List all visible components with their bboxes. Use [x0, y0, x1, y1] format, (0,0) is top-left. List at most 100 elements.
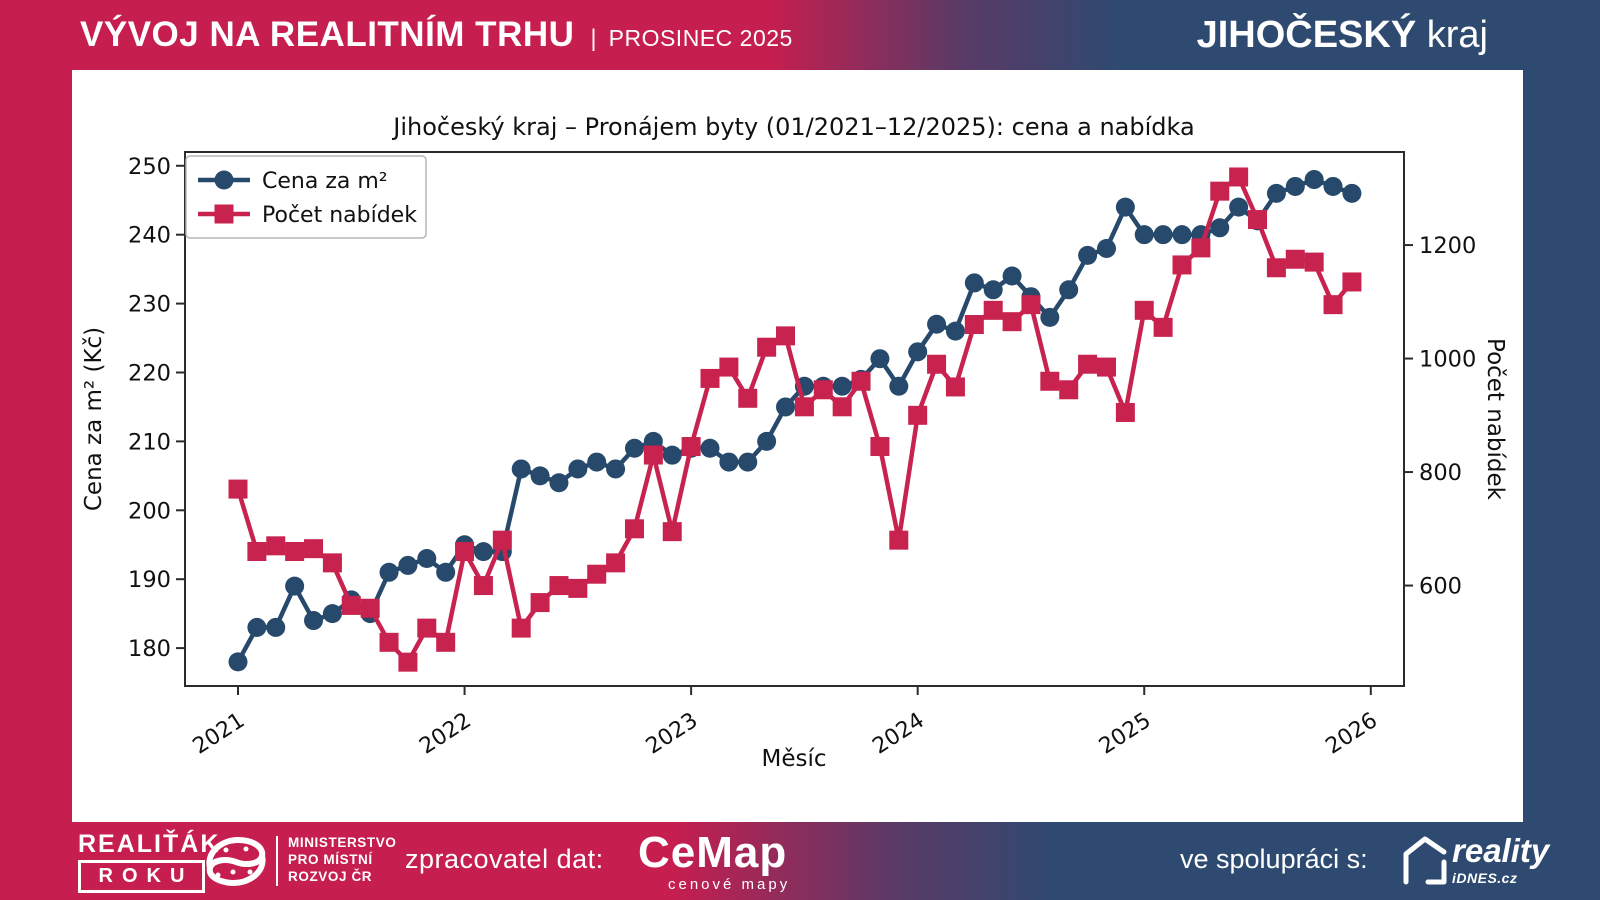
ministry-line1: MINISTERSTVO	[288, 835, 397, 850]
y-left-tick-label: 190	[128, 567, 171, 593]
marker-nabidky	[983, 300, 1003, 320]
marker-nabidky	[757, 337, 777, 357]
marker-nabidky	[266, 536, 286, 556]
marker-nabidky	[832, 397, 852, 417]
marker-nabidky	[1134, 300, 1154, 320]
marker-nabidky	[1285, 249, 1305, 269]
marker-cena	[1323, 176, 1343, 196]
marker-cena	[549, 473, 569, 493]
line-chart: Jihočeský kraj – Pronájem byty (01/2021–…	[81, 113, 1508, 772]
reality-idnes-logo: reality	[1398, 832, 1549, 888]
marker-nabidky	[1342, 272, 1362, 292]
marker-nabidky	[1266, 258, 1286, 278]
x-axis-title: Měsíc	[761, 746, 826, 772]
region-name: JIHOČESKÝ	[1196, 13, 1417, 56]
y-right-tick-label: 1200	[1419, 233, 1476, 259]
marker-nabidky	[1002, 312, 1022, 332]
marker-nabidky	[945, 377, 965, 397]
marker-nabidky	[304, 539, 324, 559]
header-left: VÝVOJ NA REALITNÍM TRHU | PROSINEC 2025	[0, 15, 793, 55]
marker-nabidky	[681, 437, 701, 457]
x-tick-label: 2026	[1321, 708, 1382, 759]
marker-cena	[1229, 197, 1249, 217]
marker-cena	[662, 445, 682, 465]
marker-cena	[568, 459, 588, 479]
marker-cena	[1096, 238, 1116, 258]
marker-nabidky	[624, 519, 644, 539]
chart-line-nabidky	[235, 174, 1355, 665]
marker-nabidky	[436, 632, 456, 652]
roku-badge: ROKU	[78, 860, 205, 893]
marker-cena	[1304, 170, 1324, 190]
marker-cena	[1153, 225, 1173, 245]
y-left-axis-title: Cena za m² (Kč)	[81, 327, 107, 511]
marker-cena	[757, 431, 777, 451]
x-tick-label: 2023	[642, 708, 703, 759]
marker-cena	[511, 459, 531, 479]
marker-cena	[379, 562, 399, 582]
marker-nabidky	[285, 542, 305, 562]
marker-cena	[964, 273, 984, 293]
ministry-line2: PRO MÍSTNÍ	[288, 852, 373, 867]
period-label: PROSINEC 2025	[608, 25, 793, 51]
marker-nabidky	[851, 371, 871, 391]
y-left-tick-label: 250	[128, 154, 171, 180]
legend-label: Cena za m²	[262, 169, 388, 194]
mmr-swirl-icon	[206, 836, 266, 887]
marker-cena	[285, 576, 305, 596]
cemap-logo: CeMap	[638, 828, 788, 877]
y-right-axis-title: Počet nabídek	[1482, 338, 1508, 501]
marker-nabidky	[719, 357, 739, 377]
left-accent-strip	[0, 70, 72, 900]
marker-nabidky	[1172, 255, 1192, 275]
legend-label: Počet nabídek	[262, 203, 417, 228]
marker-nabidky	[1115, 402, 1135, 422]
marker-nabidky	[568, 578, 588, 598]
marker-nabidky	[1096, 357, 1116, 377]
x-tick-label: 2022	[415, 708, 476, 759]
chart-panel: Jihočeský kraj – Pronájem byty (01/2021–…	[72, 70, 1523, 822]
marker-nabidky	[360, 598, 380, 618]
marker-nabidky	[1210, 181, 1230, 201]
chart-title: Jihočeský kraj – Pronájem byty (01/2021–…	[391, 113, 1194, 141]
marker-cena	[927, 314, 947, 334]
y-right-tick-label: 600	[1419, 574, 1462, 600]
marker-cena	[1059, 280, 1079, 300]
y-left-tick-label: 220	[128, 360, 171, 386]
reality-name: reality	[1452, 832, 1550, 869]
marker-cena	[889, 376, 909, 396]
marker-cena	[945, 321, 965, 341]
ministry-line3: ROZVOJ ČR	[288, 869, 373, 884]
marker-nabidky	[247, 542, 267, 562]
marker-nabidky	[662, 522, 682, 542]
legend-marker-circle	[214, 170, 234, 190]
marker-nabidky	[794, 397, 814, 417]
marker-cena	[1285, 176, 1305, 196]
marker-cena	[700, 438, 720, 458]
marker-cena	[398, 555, 418, 575]
x-tick-label: 2021	[189, 708, 250, 759]
marker-nabidky	[549, 576, 569, 596]
marker-cena	[266, 617, 286, 637]
marker-nabidky	[870, 437, 890, 457]
marker-cena	[322, 604, 342, 624]
marker-nabidky	[1078, 354, 1098, 374]
marker-nabidky	[473, 576, 493, 596]
marker-nabidky	[1059, 380, 1079, 400]
marker-cena	[473, 542, 493, 562]
x-tick-label: 2024	[868, 708, 929, 759]
header-bar: VÝVOJ NA REALITNÍM TRHU | PROSINEC 2025 …	[0, 0, 1600, 70]
y-left-tick-label: 240	[128, 223, 171, 249]
marker-nabidky	[813, 380, 833, 400]
marker-nabidky	[322, 553, 342, 573]
marker-cena	[1115, 197, 1135, 217]
y-left-tick-label: 210	[128, 429, 171, 455]
marker-nabidky	[530, 593, 550, 613]
marker-nabidky	[776, 326, 796, 346]
marker-cena	[738, 452, 758, 472]
marker-cena	[1002, 266, 1022, 286]
idnes-label: iDNES.cz	[1452, 870, 1518, 886]
marker-nabidky	[700, 368, 720, 388]
marker-cena	[587, 452, 607, 472]
marker-nabidky	[964, 315, 984, 335]
